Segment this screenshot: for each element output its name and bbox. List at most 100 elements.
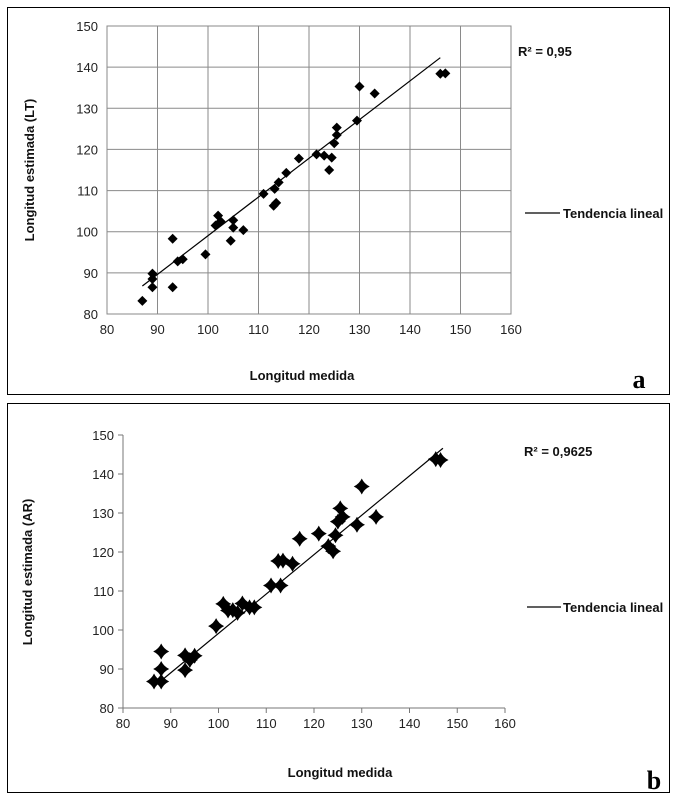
data-point (432, 451, 449, 468)
x-tick-label: 120 (303, 716, 325, 731)
data-point (274, 552, 291, 569)
data-point (147, 274, 158, 285)
y-tick-label: 130 (76, 101, 98, 116)
data-point (200, 249, 211, 260)
legend-label: Tendencia lineal (563, 600, 663, 615)
data-point (329, 513, 346, 530)
x-axis-title: Longitud medida (250, 368, 355, 383)
data-point (272, 577, 289, 594)
y-tick-label: 90 (84, 266, 98, 281)
x-tick-label: 130 (351, 716, 373, 731)
y-tick-label: 130 (92, 506, 114, 521)
data-point (181, 652, 198, 669)
data-point (293, 153, 304, 164)
data-point (284, 555, 301, 572)
data-point (348, 516, 365, 533)
data-point (228, 222, 239, 233)
data-point (167, 282, 178, 293)
data-point (153, 643, 170, 660)
y-tick-label: 80 (100, 701, 114, 716)
data-point (354, 81, 365, 92)
y-tick-label: 140 (76, 60, 98, 75)
trend-line (156, 447, 444, 686)
data-point (208, 618, 225, 635)
panel-label: b (647, 766, 661, 792)
data-point (368, 508, 385, 525)
x-axis-title: Longitud medida (288, 765, 393, 780)
panel-label: a (633, 365, 646, 394)
x-tick-label: 150 (450, 322, 472, 337)
data-point (177, 254, 188, 265)
data-point (234, 595, 251, 612)
x-tick-label: 100 (197, 322, 219, 337)
data-point (147, 268, 158, 279)
data-point (319, 150, 330, 161)
data-point (331, 122, 342, 133)
r-squared-annotation: R² = 0,95 (518, 44, 572, 59)
legend-label: Tendencia lineal (563, 206, 663, 221)
data-point (269, 183, 280, 194)
chart-panel-b: 80 90 100 110 120 130 140 150 160 80 90 100 110 120 13… (7, 403, 670, 793)
data-point (353, 478, 370, 495)
x-tick-label: 100 (208, 716, 230, 731)
data-point (215, 595, 232, 612)
x-tick-label: 140 (399, 716, 421, 731)
y-axis-title: Longitud estimada (AR) (20, 499, 35, 646)
chart-panel-a: 80 90 100 110 120 130 140 150 160 80 90 100 110 120 13… (7, 7, 670, 395)
y-tick-label: 90 (100, 662, 114, 677)
x-tick-label: 90 (164, 716, 178, 731)
data-point (186, 647, 203, 664)
data-point (331, 130, 342, 141)
data-point (327, 527, 344, 544)
data-point (137, 295, 148, 306)
data-point (320, 538, 337, 555)
data-point (273, 177, 284, 188)
x-tick-label: 130 (349, 322, 371, 337)
data-point (153, 661, 170, 677)
data-point (215, 216, 226, 227)
y-tick-label: 120 (92, 545, 114, 560)
data-point (326, 152, 337, 163)
data-point (147, 282, 158, 293)
data-point (271, 197, 282, 208)
data-point (229, 604, 246, 621)
data-point (310, 525, 327, 542)
data-point (440, 68, 451, 79)
chart-b: 80 90 100 110 120 130 140 150 160 80 90 100 110 120 13… (20, 428, 663, 792)
y-tick-label: 100 (92, 623, 114, 638)
data-point (334, 508, 351, 525)
data-point (238, 225, 249, 236)
data-point (332, 500, 349, 517)
y-tick-label: 100 (76, 225, 98, 240)
plot-area-border (106, 25, 512, 315)
y-tick-label: 150 (76, 19, 98, 34)
data-point (167, 233, 178, 244)
x-tick-label: 90 (150, 322, 164, 337)
r-squared-annotation: R² = 0,9625 (524, 444, 592, 459)
x-tick-label: 110 (256, 716, 277, 731)
trend-line (141, 57, 441, 287)
chart-a: 80 90 100 110 120 130 140 150 160 80 90 100 110 120 13… (22, 19, 663, 394)
data-point (258, 188, 269, 199)
data-point (281, 167, 292, 178)
x-tick-label: 110 (248, 322, 269, 337)
x-tick-label: 140 (399, 322, 421, 337)
data-point (311, 149, 322, 160)
y-tick-label: 150 (92, 428, 114, 443)
data-point (291, 530, 308, 547)
data-point (177, 647, 194, 664)
data-point (228, 215, 239, 226)
y-tick-label: 80 (84, 307, 98, 322)
y-tick-label: 140 (92, 467, 114, 482)
data-point (225, 235, 236, 246)
x-tick-label: 160 (500, 322, 522, 337)
data-point (177, 662, 194, 679)
x-tick-label: 150 (446, 716, 468, 731)
y-tick-label: 110 (93, 584, 114, 599)
y-tick-label: 120 (76, 142, 98, 157)
data-point (224, 602, 241, 619)
y-tick-label: 110 (77, 184, 98, 199)
data-point (325, 543, 342, 560)
data-point (351, 115, 362, 126)
x-tick-label: 80 (100, 322, 114, 337)
